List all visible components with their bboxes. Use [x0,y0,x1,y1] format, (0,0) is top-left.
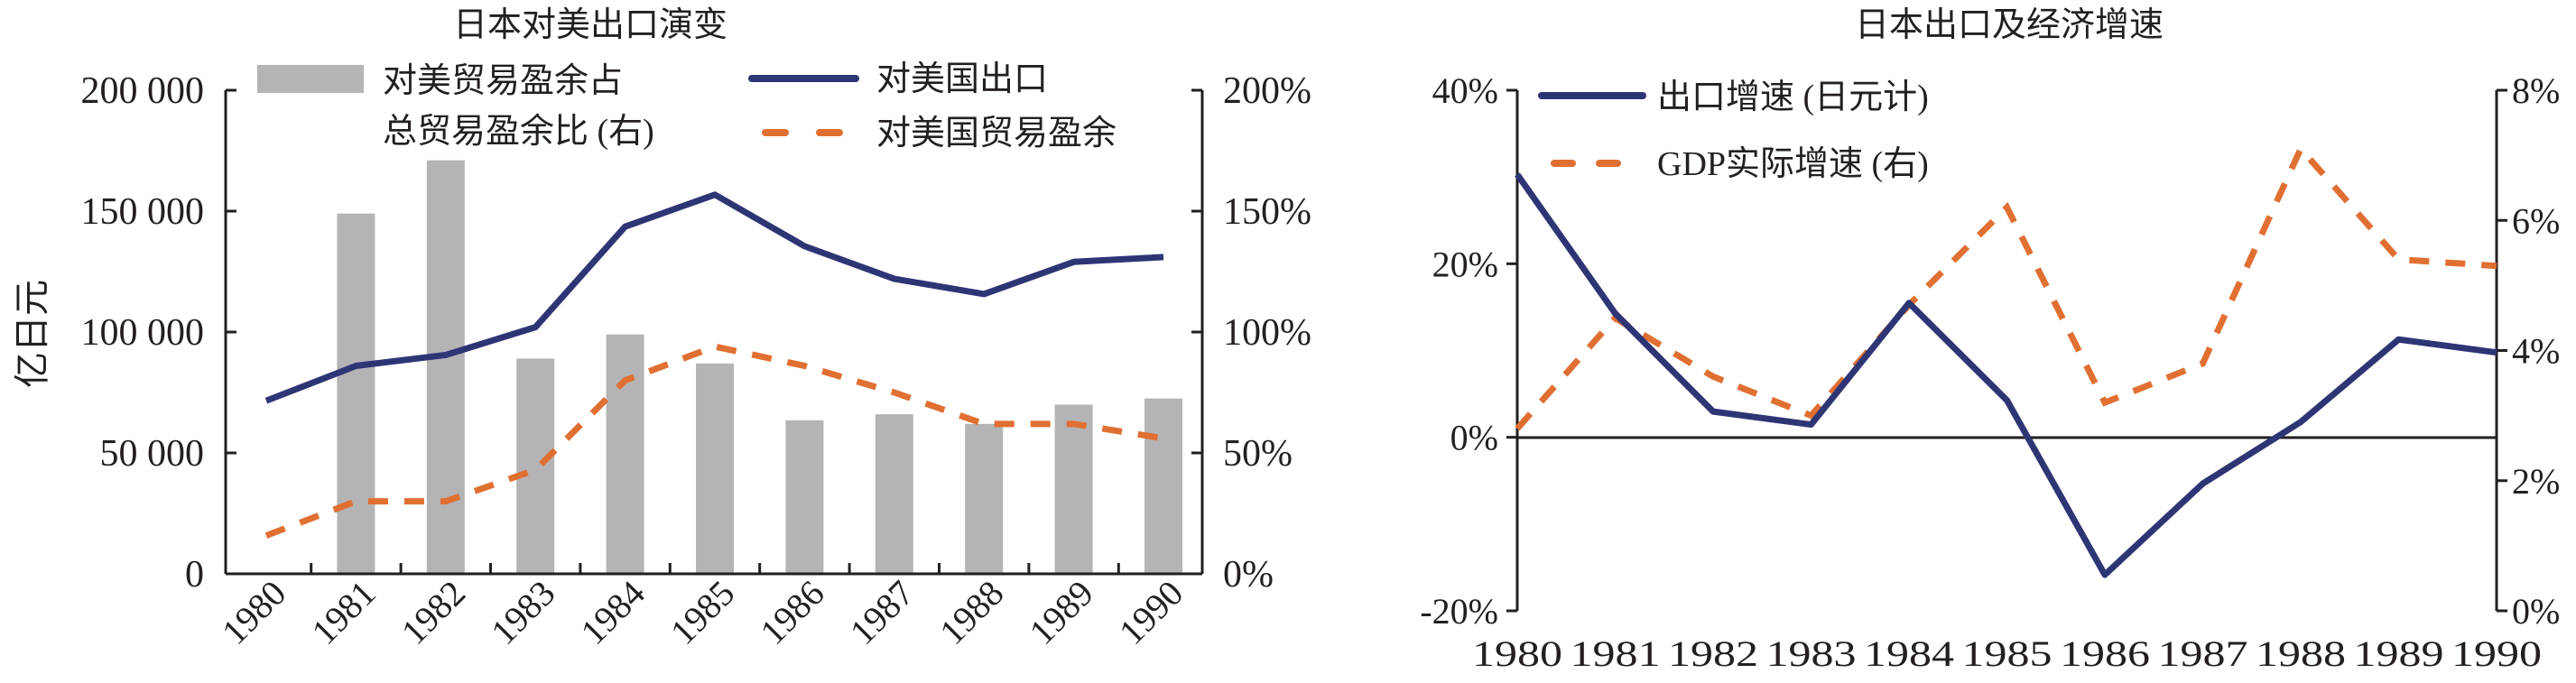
x-tick-label: 1985 [1962,633,2052,674]
x-tick-label: 1990 [1111,573,1191,652]
x-tick-label: 1987 [842,573,922,652]
x-tick-label: 1980 [1472,633,1562,674]
bar-share-1989 [1054,404,1093,574]
x-tick-label: 1982 [394,573,473,652]
x-tick-label: 1989 [2354,633,2444,674]
legend-export-label: 出口增速 (日元计) [1657,78,1929,116]
bar-share-1985 [696,363,734,574]
x-tick-label: 1987 [2158,633,2248,674]
x-tick-label: 1984 [573,573,653,652]
chart-export-gdp-growth: 日本出口及经济增速-20%0%20%40%0%2%4%6%8%1980 1981 1… [1420,6,2560,674]
x-tick-label: 1982 [1668,633,1758,674]
left-y-tick-label: -20% [1420,591,1498,632]
left-y-tick-label: 40% [1432,70,1498,111]
x-tick-label: 1986 [2060,633,2150,674]
x-tick-label: 1983 [483,573,562,652]
bar-share-1981 [337,213,375,574]
right-y-tick-label: 8% [2512,70,2560,111]
bar-share-1983 [516,358,555,574]
x-tick-label: 1986 [752,573,831,652]
right-y-tick-label: 6% [2512,200,2560,241]
x-tick-label: 1989 [1022,573,1101,652]
chart-title: 日本对美出口演变 [453,6,727,44]
left-y-tick-label: 200 000 [81,70,205,112]
right-y-tick-label: 100% [1223,312,1311,354]
chart-title: 日本出口及经济增速 [1855,6,2164,44]
line-us-trade-surplus [264,343,1164,539]
bar-share-1982 [426,160,465,574]
legend-export-label: 对美国出口 [876,60,1048,98]
right-y-tick-label: 4% [2512,331,2560,372]
chart-us-exports: 日本对美出口演变 0 50 000 100 000 150 000 200 000 0% 50… [12,6,1311,652]
right-y-tick-label: 150% [1223,191,1311,233]
legend-bar-label-2: 总贸易盈余比 (右) [383,113,654,151]
left-y-tick-label: 0 [185,554,204,595]
x-tick-label: 1990 [2451,633,2542,674]
left-y-tick-label: 20% [1432,244,1498,284]
bar-share-1984 [606,334,644,574]
left-y-tick-label: 50 000 [100,433,205,475]
line-gdp-growth [1515,143,2497,431]
right-y-tick-label: 0% [2512,591,2560,632]
left-y-tick-label: 150 000 [81,191,205,233]
x-tick-label: 1985 [663,573,742,652]
bar-share-1987 [875,414,913,574]
legend-bar-swatch [257,65,364,93]
y-axis-label: 亿日元 [12,280,52,388]
right-y-tick-label: 0% [1223,554,1274,595]
x-tick-label: 1988 [2256,633,2346,674]
bar-share-1986 [785,420,824,574]
right-y-tick-label: 50% [1223,433,1293,475]
right-y-tick-label: 200% [1223,70,1311,112]
legend-surplus-label: 对美国贸易盈余 [876,115,1117,152]
bar-share-1988 [965,423,1004,574]
x-tick-label: 1981 [1571,633,1661,674]
x-tick-label: 1980 [214,573,293,652]
left-y-tick-label: 100 000 [81,312,205,354]
bar-share-1990 [1144,398,1182,574]
legend-gdp-label: GDP实际增速 (右) [1657,145,1929,183]
right-y-tick-label: 2% [2512,461,2560,502]
legend-bar-label-1: 对美贸易盈余占 [383,62,623,100]
x-tick-label: 1984 [1864,633,1954,674]
line-export-growth [1515,172,2497,578]
left-y-tick-label: 0% [1450,418,1498,458]
x-tick-label: 1983 [1766,633,1857,674]
x-tick-label: 1981 [303,573,383,652]
x-tick-label: 1988 [931,573,1011,652]
